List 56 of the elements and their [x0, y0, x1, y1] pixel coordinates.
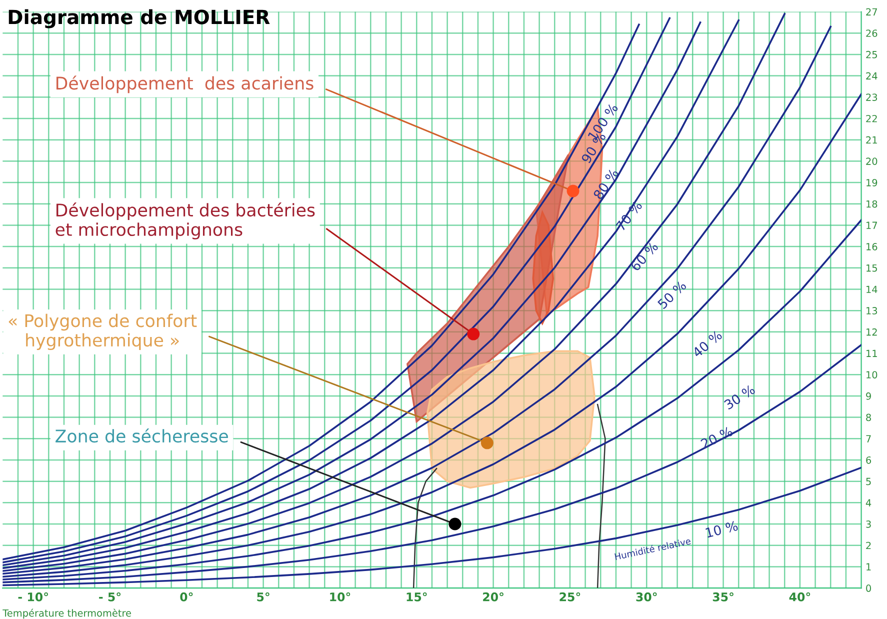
annotation: Zone de sécheresse [56, 428, 228, 443]
x-axis-title: Température thermomètre [2, 608, 131, 619]
x-tick-label: 35° [712, 592, 734, 602]
y-tick-label: 10 [866, 371, 878, 378]
line-series [596, 404, 606, 588]
y-tick-label: 13 [866, 307, 878, 314]
y-tick-label: 11 [866, 350, 877, 357]
x-tick-label: 5° [257, 592, 270, 602]
annotation: 10 % [705, 520, 738, 538]
y-tick-label: 14 [866, 286, 878, 293]
y-tick-label: 21 [866, 136, 877, 144]
chart-title: Diagramme de MOLLIER [8, 9, 270, 28]
y-tick-label: 3 [866, 520, 871, 528]
y-tick-label: 20 [866, 158, 878, 165]
y-tick-label: 1 [866, 563, 871, 570]
x-tick-label: 20° [483, 592, 504, 602]
y-tick-label: 17 [866, 222, 877, 229]
annotation: 30 % [724, 384, 756, 410]
annotation: Humidité relative [614, 536, 692, 560]
annotation: 80 % [592, 168, 619, 200]
y-tick-label: 2 [866, 542, 871, 550]
y-tick-label: 19 [866, 178, 878, 186]
x-tick-label: - 5° [99, 592, 121, 602]
y-tick-label: 25 [866, 50, 877, 58]
y-tick-label: 12 [866, 328, 877, 336]
annotation: 20 % [700, 426, 734, 450]
y-tick-label: 23 [866, 94, 878, 101]
y-tick-label: 4 [866, 499, 872, 506]
annotation: 70 % [615, 200, 643, 232]
y-tick-label: 5 [866, 478, 871, 486]
annotation: « Polygone de confort hygrothermique » [8, 314, 197, 350]
y-tick-label: 9 [866, 392, 871, 400]
y-tick-label: 15 [866, 264, 877, 272]
annotation: 60 % [630, 241, 659, 272]
x-tick-label: 10° [330, 592, 350, 602]
x-tick-label: 0° [180, 592, 193, 602]
line-series [412, 468, 438, 588]
annotation: 40 % [692, 330, 723, 358]
y-tick-label: 18 [866, 200, 878, 208]
x-tick-label: - 10° [18, 592, 48, 602]
x-tick-label: 30° [636, 592, 657, 602]
x-tick-label: 40° [789, 592, 810, 602]
y-tick-label: 24 [866, 72, 878, 80]
annotation: Développement des acariens [56, 76, 314, 94]
annotation: Développement des bactéries et microchampignons [56, 202, 315, 240]
y-tick-label: 8 [866, 414, 871, 422]
y-tick-label: 27 [866, 8, 877, 16]
annotation: 50 % [657, 280, 687, 310]
x-tick-label: 15° [406, 592, 427, 602]
y-tick-label: 6 [866, 456, 872, 464]
y-tick-label: 26 [866, 30, 878, 37]
y-tick-label: 0 [866, 584, 871, 592]
x-tick-label: 25° [560, 592, 580, 602]
y-tick-label: 22 [866, 114, 877, 122]
y-tick-label: 16 [866, 243, 878, 250]
y-tick-label: 7 [866, 435, 871, 442]
